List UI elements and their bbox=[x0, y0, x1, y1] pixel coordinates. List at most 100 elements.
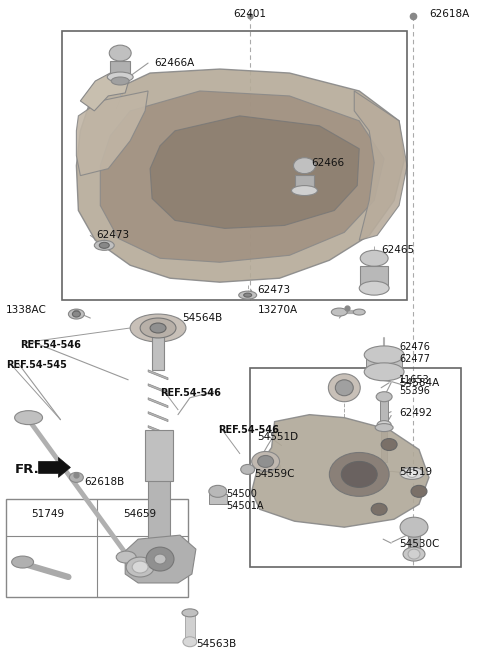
Ellipse shape bbox=[69, 309, 84, 319]
Polygon shape bbox=[148, 426, 168, 436]
Text: 54563B: 54563B bbox=[196, 639, 236, 649]
Ellipse shape bbox=[341, 461, 377, 487]
Text: 62618A: 62618A bbox=[429, 9, 469, 19]
Text: 54519: 54519 bbox=[399, 468, 432, 478]
Text: 54559C: 54559C bbox=[255, 470, 295, 480]
Ellipse shape bbox=[411, 485, 427, 497]
Ellipse shape bbox=[150, 323, 166, 333]
Polygon shape bbox=[148, 440, 168, 449]
Ellipse shape bbox=[130, 314, 186, 342]
Ellipse shape bbox=[381, 439, 397, 451]
Ellipse shape bbox=[331, 308, 348, 316]
Ellipse shape bbox=[403, 547, 425, 561]
Bar bbox=[366, 356, 402, 374]
Bar bbox=[360, 266, 388, 288]
Ellipse shape bbox=[375, 424, 393, 432]
Ellipse shape bbox=[109, 45, 131, 61]
Ellipse shape bbox=[377, 420, 391, 428]
Polygon shape bbox=[125, 535, 196, 583]
Bar bbox=[295, 174, 314, 190]
Text: 11653
55396: 11653 55396 bbox=[399, 375, 430, 396]
Ellipse shape bbox=[183, 637, 197, 647]
Ellipse shape bbox=[371, 503, 387, 515]
Polygon shape bbox=[148, 384, 168, 394]
Bar bbox=[381, 428, 387, 462]
Ellipse shape bbox=[132, 561, 148, 573]
Text: 62401: 62401 bbox=[233, 9, 266, 19]
Text: 62466: 62466 bbox=[312, 157, 345, 168]
Ellipse shape bbox=[407, 470, 417, 478]
Text: 54551D: 54551D bbox=[258, 432, 299, 441]
Text: 62465: 62465 bbox=[381, 245, 414, 255]
Ellipse shape bbox=[328, 374, 360, 401]
Bar bbox=[408, 534, 420, 554]
Polygon shape bbox=[148, 398, 168, 407]
Text: 54500
54501A: 54500 54501A bbox=[226, 489, 264, 511]
Text: REF.54-545: REF.54-545 bbox=[6, 360, 67, 370]
Ellipse shape bbox=[376, 392, 392, 401]
Text: FR.: FR. bbox=[14, 463, 39, 476]
Polygon shape bbox=[148, 468, 168, 478]
Ellipse shape bbox=[99, 242, 109, 249]
Polygon shape bbox=[148, 453, 168, 463]
Bar bbox=[110, 61, 130, 77]
Ellipse shape bbox=[291, 186, 317, 195]
Text: 62476
62477: 62476 62477 bbox=[399, 342, 430, 363]
Polygon shape bbox=[354, 91, 407, 240]
Ellipse shape bbox=[107, 72, 133, 82]
Ellipse shape bbox=[209, 485, 227, 497]
Ellipse shape bbox=[244, 293, 252, 297]
Bar bbox=[6, 499, 188, 597]
Ellipse shape bbox=[111, 77, 129, 85]
Ellipse shape bbox=[239, 291, 257, 299]
Ellipse shape bbox=[70, 472, 84, 482]
Bar bbox=[250, 368, 461, 567]
Polygon shape bbox=[76, 69, 404, 282]
Text: 54530C: 54530C bbox=[399, 539, 440, 549]
Ellipse shape bbox=[140, 318, 176, 338]
Ellipse shape bbox=[146, 547, 174, 571]
Ellipse shape bbox=[329, 453, 389, 497]
Ellipse shape bbox=[94, 240, 114, 251]
Bar bbox=[145, 430, 173, 482]
Polygon shape bbox=[150, 116, 359, 228]
Polygon shape bbox=[76, 91, 148, 176]
Text: 62492: 62492 bbox=[399, 407, 432, 418]
Bar bbox=[152, 335, 164, 370]
Ellipse shape bbox=[293, 157, 315, 174]
Text: 51749: 51749 bbox=[31, 509, 64, 520]
Ellipse shape bbox=[400, 468, 424, 480]
Ellipse shape bbox=[12, 556, 34, 568]
Text: 62618B: 62618B bbox=[84, 478, 125, 487]
Polygon shape bbox=[148, 412, 168, 422]
Ellipse shape bbox=[364, 363, 404, 380]
Polygon shape bbox=[148, 370, 168, 380]
Polygon shape bbox=[252, 415, 429, 527]
Ellipse shape bbox=[364, 346, 404, 364]
Text: 54659: 54659 bbox=[123, 509, 156, 520]
Bar bbox=[209, 495, 227, 504]
Polygon shape bbox=[100, 91, 384, 262]
Text: 62466A: 62466A bbox=[154, 58, 194, 68]
Text: REF.54-546: REF.54-546 bbox=[160, 388, 221, 398]
Text: REF.54-546: REF.54-546 bbox=[21, 340, 82, 350]
Ellipse shape bbox=[336, 380, 353, 396]
Bar bbox=[380, 400, 388, 424]
Ellipse shape bbox=[400, 517, 428, 537]
Ellipse shape bbox=[14, 411, 43, 424]
Text: 1338AC: 1338AC bbox=[6, 305, 47, 315]
Bar bbox=[62, 31, 407, 300]
Ellipse shape bbox=[116, 551, 136, 563]
Ellipse shape bbox=[72, 311, 80, 317]
Ellipse shape bbox=[258, 455, 274, 468]
Text: 62473: 62473 bbox=[96, 230, 130, 240]
Ellipse shape bbox=[408, 549, 420, 559]
Text: 62473: 62473 bbox=[258, 285, 291, 295]
Text: 13270A: 13270A bbox=[258, 305, 298, 315]
Bar bbox=[148, 480, 170, 544]
Ellipse shape bbox=[126, 557, 154, 577]
Polygon shape bbox=[80, 73, 130, 111]
Text: 54564B: 54564B bbox=[182, 313, 222, 323]
Bar bbox=[185, 614, 195, 644]
Text: 54584A: 54584A bbox=[399, 378, 439, 388]
